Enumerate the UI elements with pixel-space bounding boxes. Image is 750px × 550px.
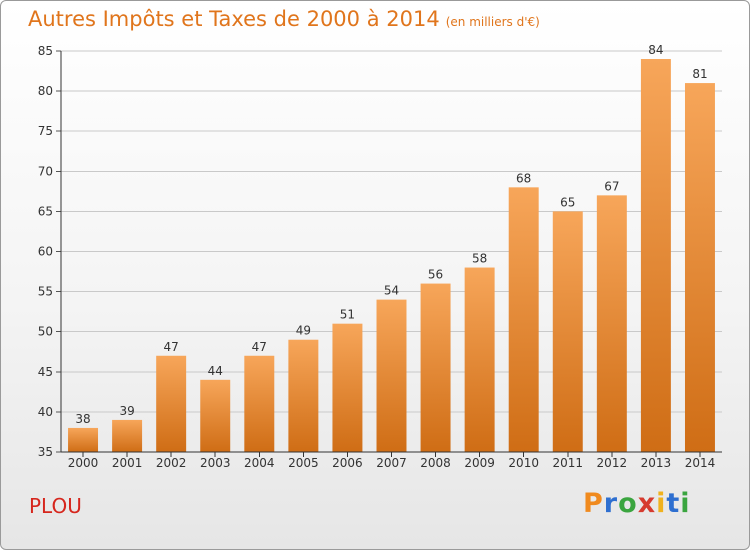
bar-2005 [288, 339, 319, 452]
logo-letter: P [583, 488, 604, 519]
data-label: 44 [208, 364, 223, 378]
y-tick-label: 80 [38, 84, 53, 98]
place-name: PLOU [29, 494, 82, 518]
bar-2004 [244, 355, 275, 452]
chart-subtitle: (en milliers d'€) [445, 15, 540, 29]
logo-letter: x [637, 488, 657, 519]
bar-2007 [376, 299, 407, 452]
proxiti-logo: Proxiti [583, 488, 691, 519]
x-tick-labels: 2000 2001 2002 2003 2004 2005 2006 2007 2008 2009… [68, 456, 715, 470]
data-label: 65 [560, 195, 575, 209]
bar-2002 [156, 355, 187, 452]
data-label: 54 [384, 284, 399, 298]
y-tick-label: 35 [38, 445, 53, 459]
x-tick-label: 2008 [420, 456, 451, 470]
data-label: 67 [604, 179, 619, 193]
axes [60, 51, 722, 457]
data-label: 38 [75, 412, 90, 426]
data-label: 56 [428, 268, 443, 282]
logo-letter: i [656, 488, 667, 519]
x-tick-label: 2007 [376, 456, 407, 470]
logo-letter: o [618, 488, 638, 519]
x-tick-label: 2004 [244, 456, 275, 470]
y-tick-label: 55 [38, 285, 53, 299]
data-label: 49 [296, 324, 311, 338]
y-tick-label: 60 [38, 245, 53, 259]
bar-2009 [464, 267, 495, 452]
data-label: 51 [340, 308, 355, 322]
data-label: 47 [252, 340, 267, 354]
chart-title: Autres Impôts et Taxes de 2000 à 2014 [28, 7, 440, 31]
x-tick-label: 2002 [156, 456, 187, 470]
data-label: 84 [648, 43, 663, 57]
data-label: 81 [692, 67, 707, 81]
y-tick-label: 40 [38, 405, 53, 419]
data-label: 68 [516, 171, 531, 185]
x-tick-label: 2013 [641, 456, 672, 470]
x-tick-label: 2005 [288, 456, 319, 470]
x-tick-label: 2010 [508, 456, 539, 470]
x-tick-label: 2009 [464, 456, 495, 470]
logo-letter: i [680, 488, 691, 519]
y-tick-label: 50 [38, 325, 53, 339]
bar-2014 [684, 83, 715, 452]
y-tick-label: 70 [38, 164, 53, 178]
bar-2003 [200, 379, 231, 452]
title-row: Autres Impôts et Taxes de 2000 à 2014 (en… [28, 7, 540, 31]
bar-2006 [332, 323, 363, 452]
bar-2008 [420, 283, 451, 452]
bars [68, 59, 715, 453]
data-label: 58 [472, 252, 487, 266]
bar-2010 [508, 187, 539, 452]
y-tick-label: 85 [38, 44, 53, 58]
x-tick-label: 2000 [68, 456, 99, 470]
data-label: 39 [119, 404, 134, 418]
bar-2011 [552, 211, 583, 452]
data-labels: 38 39 47 44 47 49 51 54 56 58 68 65 67 84 81 [75, 43, 707, 426]
logo-letter: t [666, 488, 681, 519]
x-tick-label: 2012 [597, 456, 628, 470]
logo-letter: r [603, 488, 619, 519]
x-tick-label: 2014 [685, 456, 716, 470]
bar-2013 [640, 59, 671, 453]
bar-2012 [596, 195, 627, 453]
bar-2001 [112, 419, 143, 452]
x-tick-label: 2006 [332, 456, 363, 470]
data-label: 47 [164, 340, 179, 354]
x-tick-label: 2001 [112, 456, 143, 470]
y-tick-label: 75 [38, 124, 53, 138]
y-tick-label: 45 [38, 365, 53, 379]
bar-2000 [68, 427, 99, 452]
x-tick-label: 2003 [200, 456, 231, 470]
y-tick-label: 65 [38, 204, 53, 218]
x-tick-label: 2011 [552, 456, 583, 470]
y-tick-labels: 35 40 45 50 55 60 65 70 75 80 85 [38, 44, 53, 459]
